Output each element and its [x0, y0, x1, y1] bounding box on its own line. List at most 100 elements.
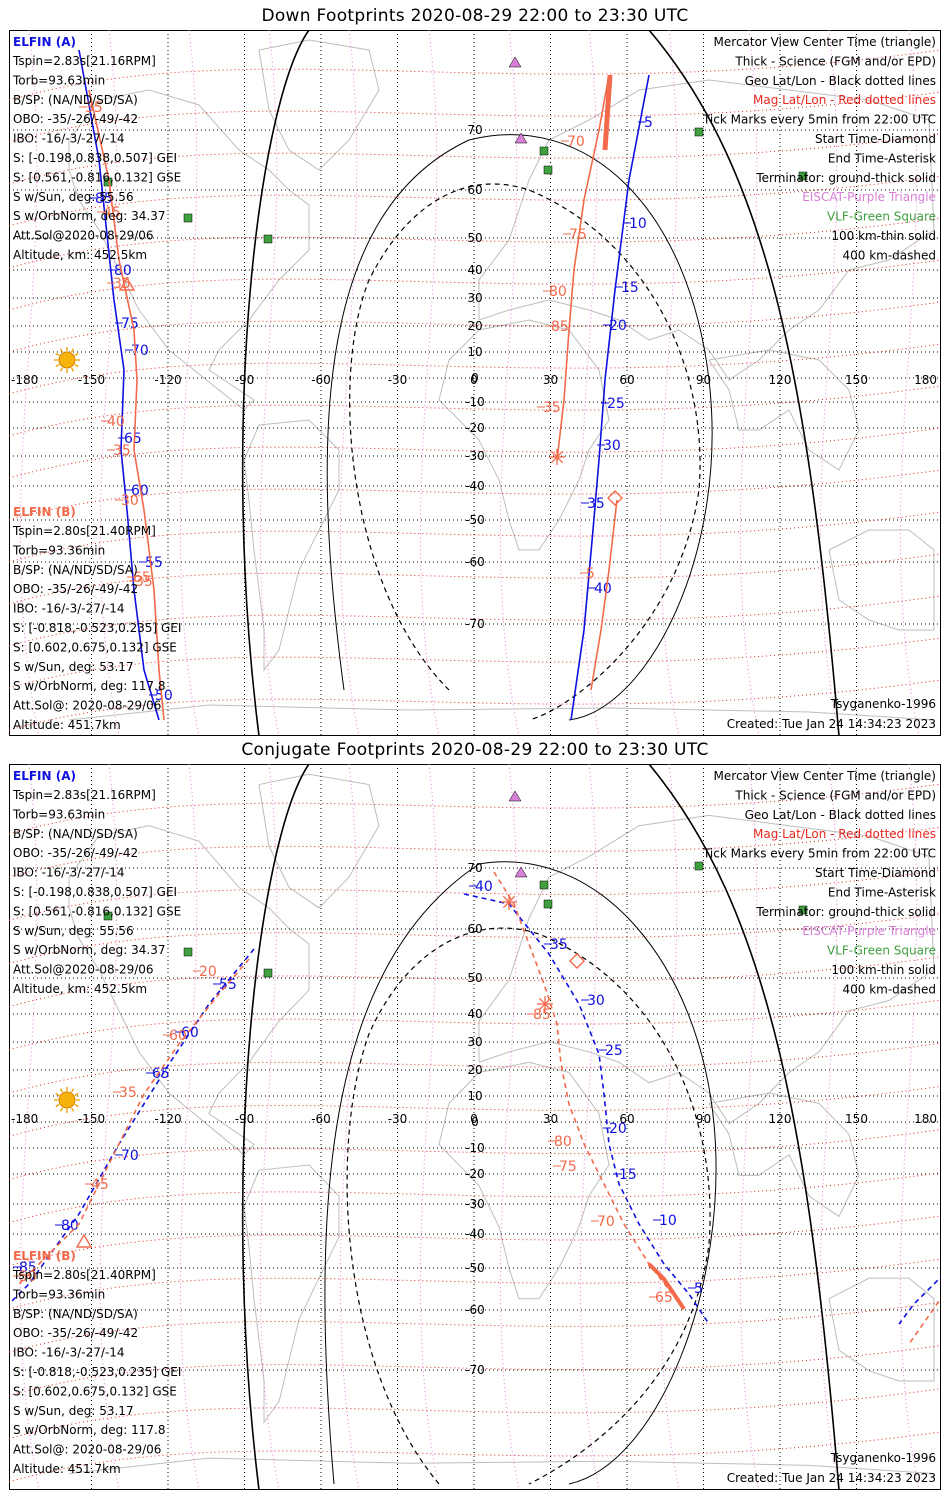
mag-meridian — [419, 30, 440, 736]
conjugate-footprints-map: -180 -150 -120 -90 -60 -30 0 30 60 90 120 150 180 70 6… — [9, 764, 941, 1490]
sun-ray — [70, 1107, 75, 1112]
stations — [103, 790, 808, 978]
elfin-b-track-time-label: 35 — [543, 400, 561, 416]
elfin-b-param: Torb=93.36min — [12, 1287, 105, 1301]
lat-tick-label: 60 — [467, 183, 482, 197]
elfin-a-param: S: [-0.198,0.838,0.507] GEI — [13, 885, 177, 899]
elfin-a-param: S w/OrbNorm, deg: 34.37 — [13, 209, 165, 223]
legend-entry: Tick Marks every 5min from 22:00 UTC — [702, 847, 936, 861]
sun-ray — [70, 1088, 75, 1093]
sun-ray — [74, 352, 79, 357]
lon-tick-label: -180 — [11, 1112, 38, 1126]
elfin-a-track-time-label: 55 — [145, 555, 163, 571]
lon-tick-label: -150 — [78, 373, 105, 387]
lon-tick-label: 0 — [470, 373, 478, 387]
elfin-a-track-time-label: 40 — [475, 879, 493, 895]
elfin-a-track-time-label: 10 — [629, 216, 647, 232]
mag-meridian — [739, 30, 760, 736]
vlf-square-icon — [539, 146, 549, 156]
mag-meridian — [259, 30, 280, 736]
legend-entry: Mag Lat/Lon - Red dotted lines — [753, 93, 936, 107]
lon-tick-label: -90 — [235, 1112, 255, 1126]
lon-tick-label: -60 — [311, 1112, 331, 1126]
elfin-b-track-time-label: 45 — [91, 1177, 109, 1193]
elfin-b-track-time-label: 65 — [655, 1290, 673, 1306]
elfin-b-track-time-label: 20 — [199, 964, 217, 980]
mag-parallel — [9, 999, 941, 1051]
vlf-square-icon — [694, 861, 704, 871]
lon-tick-label: 90 — [696, 373, 711, 387]
elfin-a-track-time-label: 5 — [644, 115, 653, 131]
legend-entry: Mag Lat/Lon - Red dotted lines — [753, 827, 936, 841]
lat-tick-label: 70 — [467, 861, 482, 875]
elfin-b-track-line — [590, 499, 618, 691]
mag-parallel — [9, 427, 941, 479]
vlf-square-icon — [539, 880, 549, 890]
lon-tick-label: 30 — [543, 373, 558, 387]
elfin-b-info: ELFIN (B) Tspin=2.80s[21.40RPM] Torb=93.36… — [12, 505, 181, 732]
lon-tick-label: 180 — [914, 1112, 937, 1126]
elfin-b-param: IBO: -16/-3/-27/-14 — [13, 602, 125, 616]
mag-parallel — [9, 1085, 941, 1137]
elfin-b-track-time-label: 85 — [533, 1007, 551, 1023]
elfin-a-track-time-label: 5 — [694, 1281, 703, 1297]
mag-parallel — [9, 133, 941, 185]
mag-parallel — [9, 1215, 941, 1267]
lon-tick-label: -90 — [235, 373, 255, 387]
elfin-b-info: ELFIN (B) Tspin=2.80s[21.40RPM] Torb=93.36… — [12, 1249, 181, 1476]
elfin-b-track-line — [908, 1296, 941, 1345]
model-label: Tsyganenko-1996 — [830, 697, 936, 711]
vlf-square-icon — [543, 899, 553, 909]
elfin-b-track-time-label: 85 — [551, 319, 569, 335]
elfin-a-param: Altitude, km: 452.5km — [13, 248, 147, 262]
mag-parallel — [9, 343, 941, 395]
lon-tick-label: -30 — [388, 373, 408, 387]
sun-ray — [70, 367, 75, 372]
lat-tick-label: -70 — [465, 1363, 485, 1377]
elfin-b-track-time-label: 65 — [133, 570, 151, 586]
elfin-b-param: Tspin=2.80s[21.40RPM] — [12, 524, 156, 538]
elfin-a-param: Altitude, km: 452.5km — [13, 982, 147, 996]
elfin-a-track-line — [78, 49, 160, 721]
elfin-b-track-time-label: 70 — [567, 134, 585, 150]
coastline-4 — [478, 814, 935, 1125]
coastlines — [68, 39, 935, 721]
elfin-b-param: S w/Sun, deg: 53.17 — [13, 1404, 134, 1418]
mag-parallel — [9, 1431, 941, 1483]
coastlines — [68, 773, 935, 1475]
elfin-a-track-time-label: 65 — [124, 431, 142, 447]
coastline-7 — [68, 1457, 935, 1475]
lat-tick-label: -50 — [465, 1261, 485, 1275]
elfin-a-param: Tspin=2.83s[21.16RPM] — [12, 788, 156, 802]
legend-entry: EISCAT-Purple Triangle — [802, 190, 936, 204]
lat-tick-label: -30 — [465, 1197, 485, 1211]
legend-entry: 100 km-thin solid — [831, 229, 936, 243]
lat-tick-label: 20 — [467, 319, 482, 333]
lon-tick-label: -30 — [388, 1112, 408, 1126]
elfin-b-header: ELFIN (B) — [13, 1249, 76, 1263]
start-diamond-icon — [607, 490, 623, 506]
geo-grid — [9, 764, 941, 1490]
lat-tick-label: 50 — [467, 231, 482, 245]
elfin-b-track-time-label: 80 — [554, 1134, 572, 1150]
eiscat-triangle-icon — [514, 132, 528, 144]
elfin-a-track-time-label: 65 — [152, 1066, 170, 1082]
elfin-a-param: S w/Sun, deg: 55.56 — [13, 924, 134, 938]
mag-meridian — [339, 30, 360, 736]
elfin-b-param: S: [0.602,0.675,0.132] GSE — [13, 1384, 177, 1398]
elfin-a-track-time-label: 85 — [95, 191, 113, 207]
mag-parallel — [9, 301, 941, 353]
model-label: Tsyganenko-1996 — [830, 1451, 936, 1465]
lat-tick-label: -70 — [465, 617, 485, 631]
terminator-west — [241, 764, 310, 1490]
end-asterisk-icon — [502, 895, 516, 909]
lat-tick-label: 70 — [467, 123, 482, 137]
elfin-b-track-line — [18, 958, 250, 1285]
lat-tick-label: -60 — [465, 1303, 485, 1317]
elfin-a-header: ELFIN (A) — [13, 35, 76, 49]
sun-ray — [74, 363, 79, 368]
legend-entry: 400 km-dashed — [842, 982, 936, 996]
lon-tick-label: 150 — [845, 1112, 868, 1126]
lat-tick-label: 30 — [467, 291, 482, 305]
